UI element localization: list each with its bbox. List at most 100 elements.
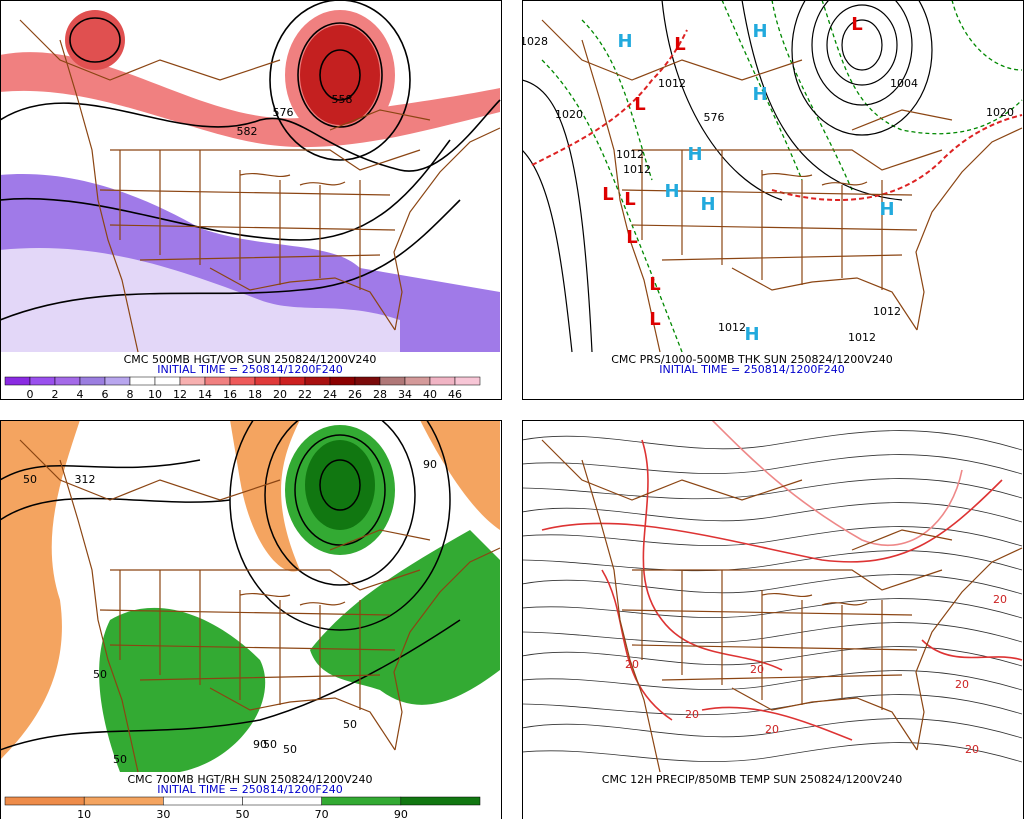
border-line	[99, 609, 396, 681]
high-marker: H	[752, 84, 767, 105]
border-line	[239, 172, 346, 186]
map-area: 582 576 558	[1, 1, 501, 353]
high-marker: H	[664, 181, 679, 202]
border-line	[19, 19, 431, 131]
rh-moist	[310, 530, 500, 705]
border-line	[632, 569, 943, 591]
thickness-contour	[821, 1, 1023, 135]
thickness-contour	[721, 1, 803, 181]
colorbar-swatch	[400, 796, 481, 806]
contour-label: 20	[965, 743, 979, 756]
colorbar-label: 8	[127, 388, 134, 401]
border-line	[541, 439, 953, 551]
contour-label: 50	[343, 718, 357, 731]
height-contour	[264, 421, 416, 586]
border-line	[641, 150, 883, 290]
colorbar-swatch	[129, 376, 156, 386]
high-marker: H	[700, 194, 715, 215]
map-area: 1028 1020 1012 576 1004 1020 1012 1012 1012 1012 1…	[520, 1, 1023, 353]
low-marker: L	[851, 14, 862, 35]
height-contour	[1, 459, 201, 481]
colorbar-label: 50	[236, 808, 250, 819]
colorbar-swatch	[104, 376, 131, 386]
panel-title: CMC 700MB HGT/RH SUN 250824/1200V240	[127, 773, 372, 786]
colorbar-swatch	[279, 376, 306, 386]
temp-contour	[523, 622, 1023, 644]
border-line	[119, 570, 361, 710]
colorbar-swatch	[54, 376, 81, 386]
thickness-contour	[771, 1, 853, 191]
contour-label: 1028	[520, 35, 548, 48]
border-line	[621, 189, 918, 261]
pressure-contour	[811, 1, 913, 106]
border-line	[239, 592, 346, 606]
colorbar-label: 18	[248, 388, 262, 401]
colorbar-swatch	[379, 376, 406, 386]
thickness-contour	[581, 19, 653, 181]
border-line	[915, 127, 1023, 331]
panel-title: CMC 500MB HGT/VOR SUN 250824/1200V240	[124, 353, 377, 366]
temp-contour	[523, 694, 1023, 716]
temp-contour	[523, 646, 1023, 667]
panel-frame	[522, 0, 1024, 400]
map-area: 20 20 20 20 20 20 20	[523, 421, 1023, 773]
border-line	[632, 149, 943, 171]
temp-contour-light	[711, 421, 963, 546]
temp-contour	[523, 742, 1023, 763]
contour-label: 1004	[890, 77, 918, 90]
panel: 1028 1020 1012 576 1004 1020 1012 1012 1012 1012 1…	[520, 0, 1024, 400]
colorbar-swatch	[404, 376, 431, 386]
high-marker: H	[879, 199, 894, 220]
low-marker: L	[649, 274, 660, 295]
border-line	[641, 570, 883, 710]
contour-label: 582	[237, 125, 258, 138]
contour-label: 50	[263, 738, 277, 751]
temp-contour-20	[921, 639, 1023, 661]
high-marker: H	[744, 324, 759, 345]
contour-label: 20	[625, 658, 639, 671]
contour-label: 20	[955, 678, 969, 691]
colorbar-swatch	[354, 376, 381, 386]
colorbar-swatch	[254, 376, 281, 386]
temp-contour-20	[701, 706, 853, 741]
colorbar-label: 30	[156, 808, 170, 819]
initial-time: INITIAL TIME = 250814/1200F240	[157, 783, 342, 796]
temp-contour	[523, 670, 1023, 691]
colorbar-label: 26	[348, 388, 362, 401]
temp-contour	[523, 718, 1023, 739]
colorbar-swatch	[242, 796, 322, 806]
border-line	[209, 687, 396, 751]
height-contour	[1, 99, 501, 172]
colorbar-swatch	[204, 376, 231, 386]
border-line	[761, 592, 868, 606]
panel-title: CMC PRS/1000-500MB THK SUN 250824/1200V2…	[611, 353, 892, 366]
rh-dry	[1, 421, 80, 759]
colorbar-swatch	[304, 376, 331, 386]
colorbar-label: 46	[448, 388, 462, 401]
border-line	[99, 189, 396, 261]
colorbar-label: 22	[298, 388, 312, 401]
colorbar-label: 34	[398, 388, 412, 401]
contour-label: 576	[273, 106, 294, 119]
border-line	[119, 150, 361, 290]
colorbar-swatch	[4, 376, 31, 386]
temp-contour-20	[541, 479, 1003, 563]
contour-label: 20	[685, 708, 699, 721]
contour-label: 20	[765, 723, 779, 736]
panel: 582 576 558 CMC 500MB HGT/VOR SUN 250824/12…	[0, 0, 502, 401]
border-line	[59, 39, 139, 353]
colorbar-label: 28	[373, 388, 387, 401]
border-line	[110, 569, 421, 591]
contour-label: 1012	[848, 331, 876, 344]
colorbar-swatch	[454, 376, 481, 386]
pressure-contour	[791, 1, 933, 136]
height-contour	[297, 22, 383, 128]
contour-label: 558	[332, 93, 353, 106]
colorbar-swatch	[83, 796, 164, 806]
pressure-contour	[826, 4, 898, 86]
pressure-contour	[661, 1, 783, 201]
colorbar-swatch	[179, 376, 206, 386]
contour-label: 312	[75, 473, 96, 486]
pressure-contour	[523, 150, 573, 353]
